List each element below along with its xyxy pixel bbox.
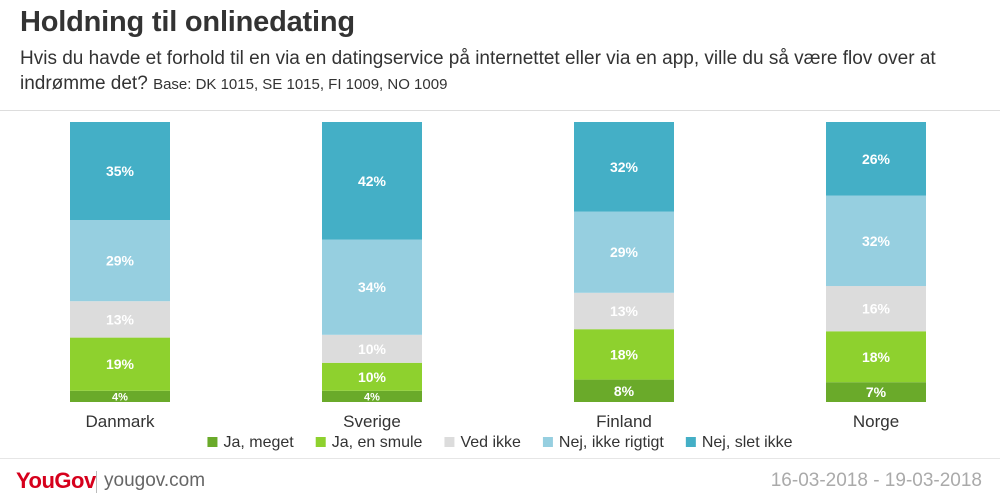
- data-label-norge-ja-meget: 7%: [866, 384, 887, 400]
- bar-norge-ja-en-smule: [826, 331, 926, 383]
- legend-swatch-nej-ikke-rigtigt: [542, 437, 553, 447]
- bar-sverige-ja-en-smule: [322, 362, 422, 391]
- data-label-danmark-ja-meget: 4%: [112, 391, 128, 403]
- bar-norge-ja-meget: [826, 382, 926, 402]
- bar-danmark-ved-ikke: [70, 301, 170, 338]
- footer-divider: [0, 458, 1000, 459]
- legend-label-ja-en-smule: Ja, en smule: [332, 434, 423, 451]
- bar-finland-nej-ikke-rigtigt: [574, 211, 674, 293]
- bar-sverige-ja-meget: [322, 390, 422, 402]
- bar-finland-ja-meget: [574, 379, 674, 402]
- legend-label-nej-slet-ikke: Nej, slet ikke: [702, 434, 793, 451]
- legend-label-ved-ikke: Ved ikke: [460, 434, 521, 451]
- data-label-sverige-nej-ikke-rigtigt: 34%: [358, 279, 387, 295]
- data-label-norge-nej-ikke-rigtigt: 32%: [862, 233, 891, 249]
- category-label-finland: Finland: [596, 412, 652, 431]
- data-label-finland-nej-ikke-rigtigt: 29%: [610, 244, 639, 260]
- bar-finland-ja-en-smule: [574, 329, 674, 380]
- category-label-sverige: Sverige: [343, 412, 401, 431]
- bar-sverige-nej-ikke-rigtigt: [322, 239, 422, 335]
- chart-subtitle: Hvis du havde et forhold til en via en d…: [20, 46, 980, 97]
- legend-swatch-ja-meget: [207, 437, 218, 447]
- data-label-sverige-ja-en-smule: 10%: [358, 369, 387, 385]
- bar-sverige-nej-slet-ikke: [322, 122, 422, 240]
- bar-danmark-ja-en-smule: [70, 337, 170, 391]
- data-label-sverige-ved-ikke: 10%: [358, 341, 387, 357]
- bar-finland-ved-ikke: [574, 292, 674, 330]
- bar-danmark-ja-meget: [70, 390, 170, 402]
- bar-norge-nej-ikke-rigtigt: [826, 195, 926, 287]
- site-link[interactable]: yougov.com: [104, 470, 206, 491]
- data-label-danmark-nej-slet-ikke: 35%: [106, 163, 135, 179]
- base-text: Base: DK 1015, SE 1015, FI 1009, NO 1009: [153, 76, 448, 93]
- logo-separator: [96, 471, 97, 493]
- bar-danmark-nej-slet-ikke: [70, 122, 170, 220]
- fieldwork-dates: 16-03-2018 - 19-03-2018: [770, 470, 982, 491]
- question-text: Hvis du havde et forhold til en via en d…: [20, 48, 936, 94]
- legend-swatch-nej-slet-ikke: [685, 437, 696, 447]
- data-label-sverige-ja-meget: 4%: [364, 391, 380, 403]
- data-label-danmark-ja-en-smule: 19%: [106, 356, 135, 372]
- data-label-norge-ja-en-smule: 18%: [862, 349, 891, 365]
- bar-norge-nej-slet-ikke: [826, 122, 926, 196]
- data-label-finland-nej-slet-ikke: 32%: [610, 159, 639, 175]
- bar-finland-nej-slet-ikke: [574, 122, 674, 212]
- data-label-norge-ved-ikke: 16%: [862, 301, 891, 317]
- legend-label-nej-ikke-rigtigt: Nej, ikke rigtigt: [559, 434, 664, 451]
- category-label-danmark: Danmark: [86, 412, 155, 431]
- bar-sverige-ved-ikke: [322, 334, 422, 363]
- category-label-norge: Norge: [853, 412, 899, 431]
- legend-swatch-ved-ikke: [444, 437, 455, 447]
- data-label-sverige-nej-slet-ikke: 42%: [358, 173, 387, 189]
- data-label-finland-ja-meget: 8%: [614, 383, 635, 399]
- chart-title: Holdning til onlinedating: [20, 6, 355, 38]
- legend-swatch-ja-en-smule: [315, 437, 326, 447]
- data-label-norge-nej-slet-ikke: 26%: [862, 151, 891, 167]
- legend-label-ja-meget: Ja, meget: [223, 434, 294, 451]
- yougov-logo: YouGov: [16, 468, 96, 493]
- data-label-danmark-nej-ikke-rigtigt: 29%: [106, 253, 135, 269]
- bar-danmark-nej-ikke-rigtigt: [70, 220, 170, 302]
- stacked-bar-chart: 4% 19% 13% 29% 35% Danmark 4% 10% 10% 34% 42% Sveri…: [70, 122, 926, 451]
- data-label-danmark-ved-ikke: 13%: [106, 311, 135, 327]
- bar-norge-ved-ikke: [826, 286, 926, 332]
- header-divider: [0, 110, 1000, 111]
- data-label-finland-ved-ikke: 13%: [610, 303, 639, 319]
- data-label-finland-ja-en-smule: 18%: [610, 346, 639, 362]
